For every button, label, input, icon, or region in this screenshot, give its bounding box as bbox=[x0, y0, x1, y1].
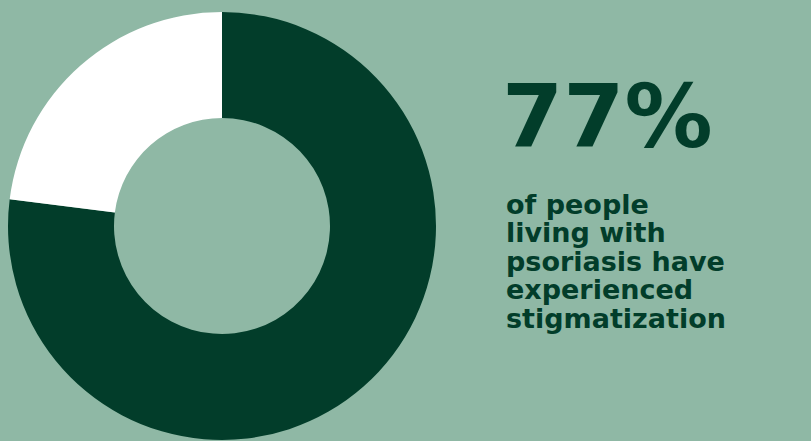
svg-text:77%: 77% bbox=[502, 65, 713, 168]
svg-text:stigmatization: stigmatization bbox=[506, 303, 726, 334]
svg-text:of people: of people bbox=[506, 189, 649, 220]
svg-text:experienced: experienced bbox=[506, 274, 693, 305]
svg-text:psoriasis have: psoriasis have bbox=[506, 246, 725, 277]
svg-text:living with: living with bbox=[506, 217, 666, 248]
